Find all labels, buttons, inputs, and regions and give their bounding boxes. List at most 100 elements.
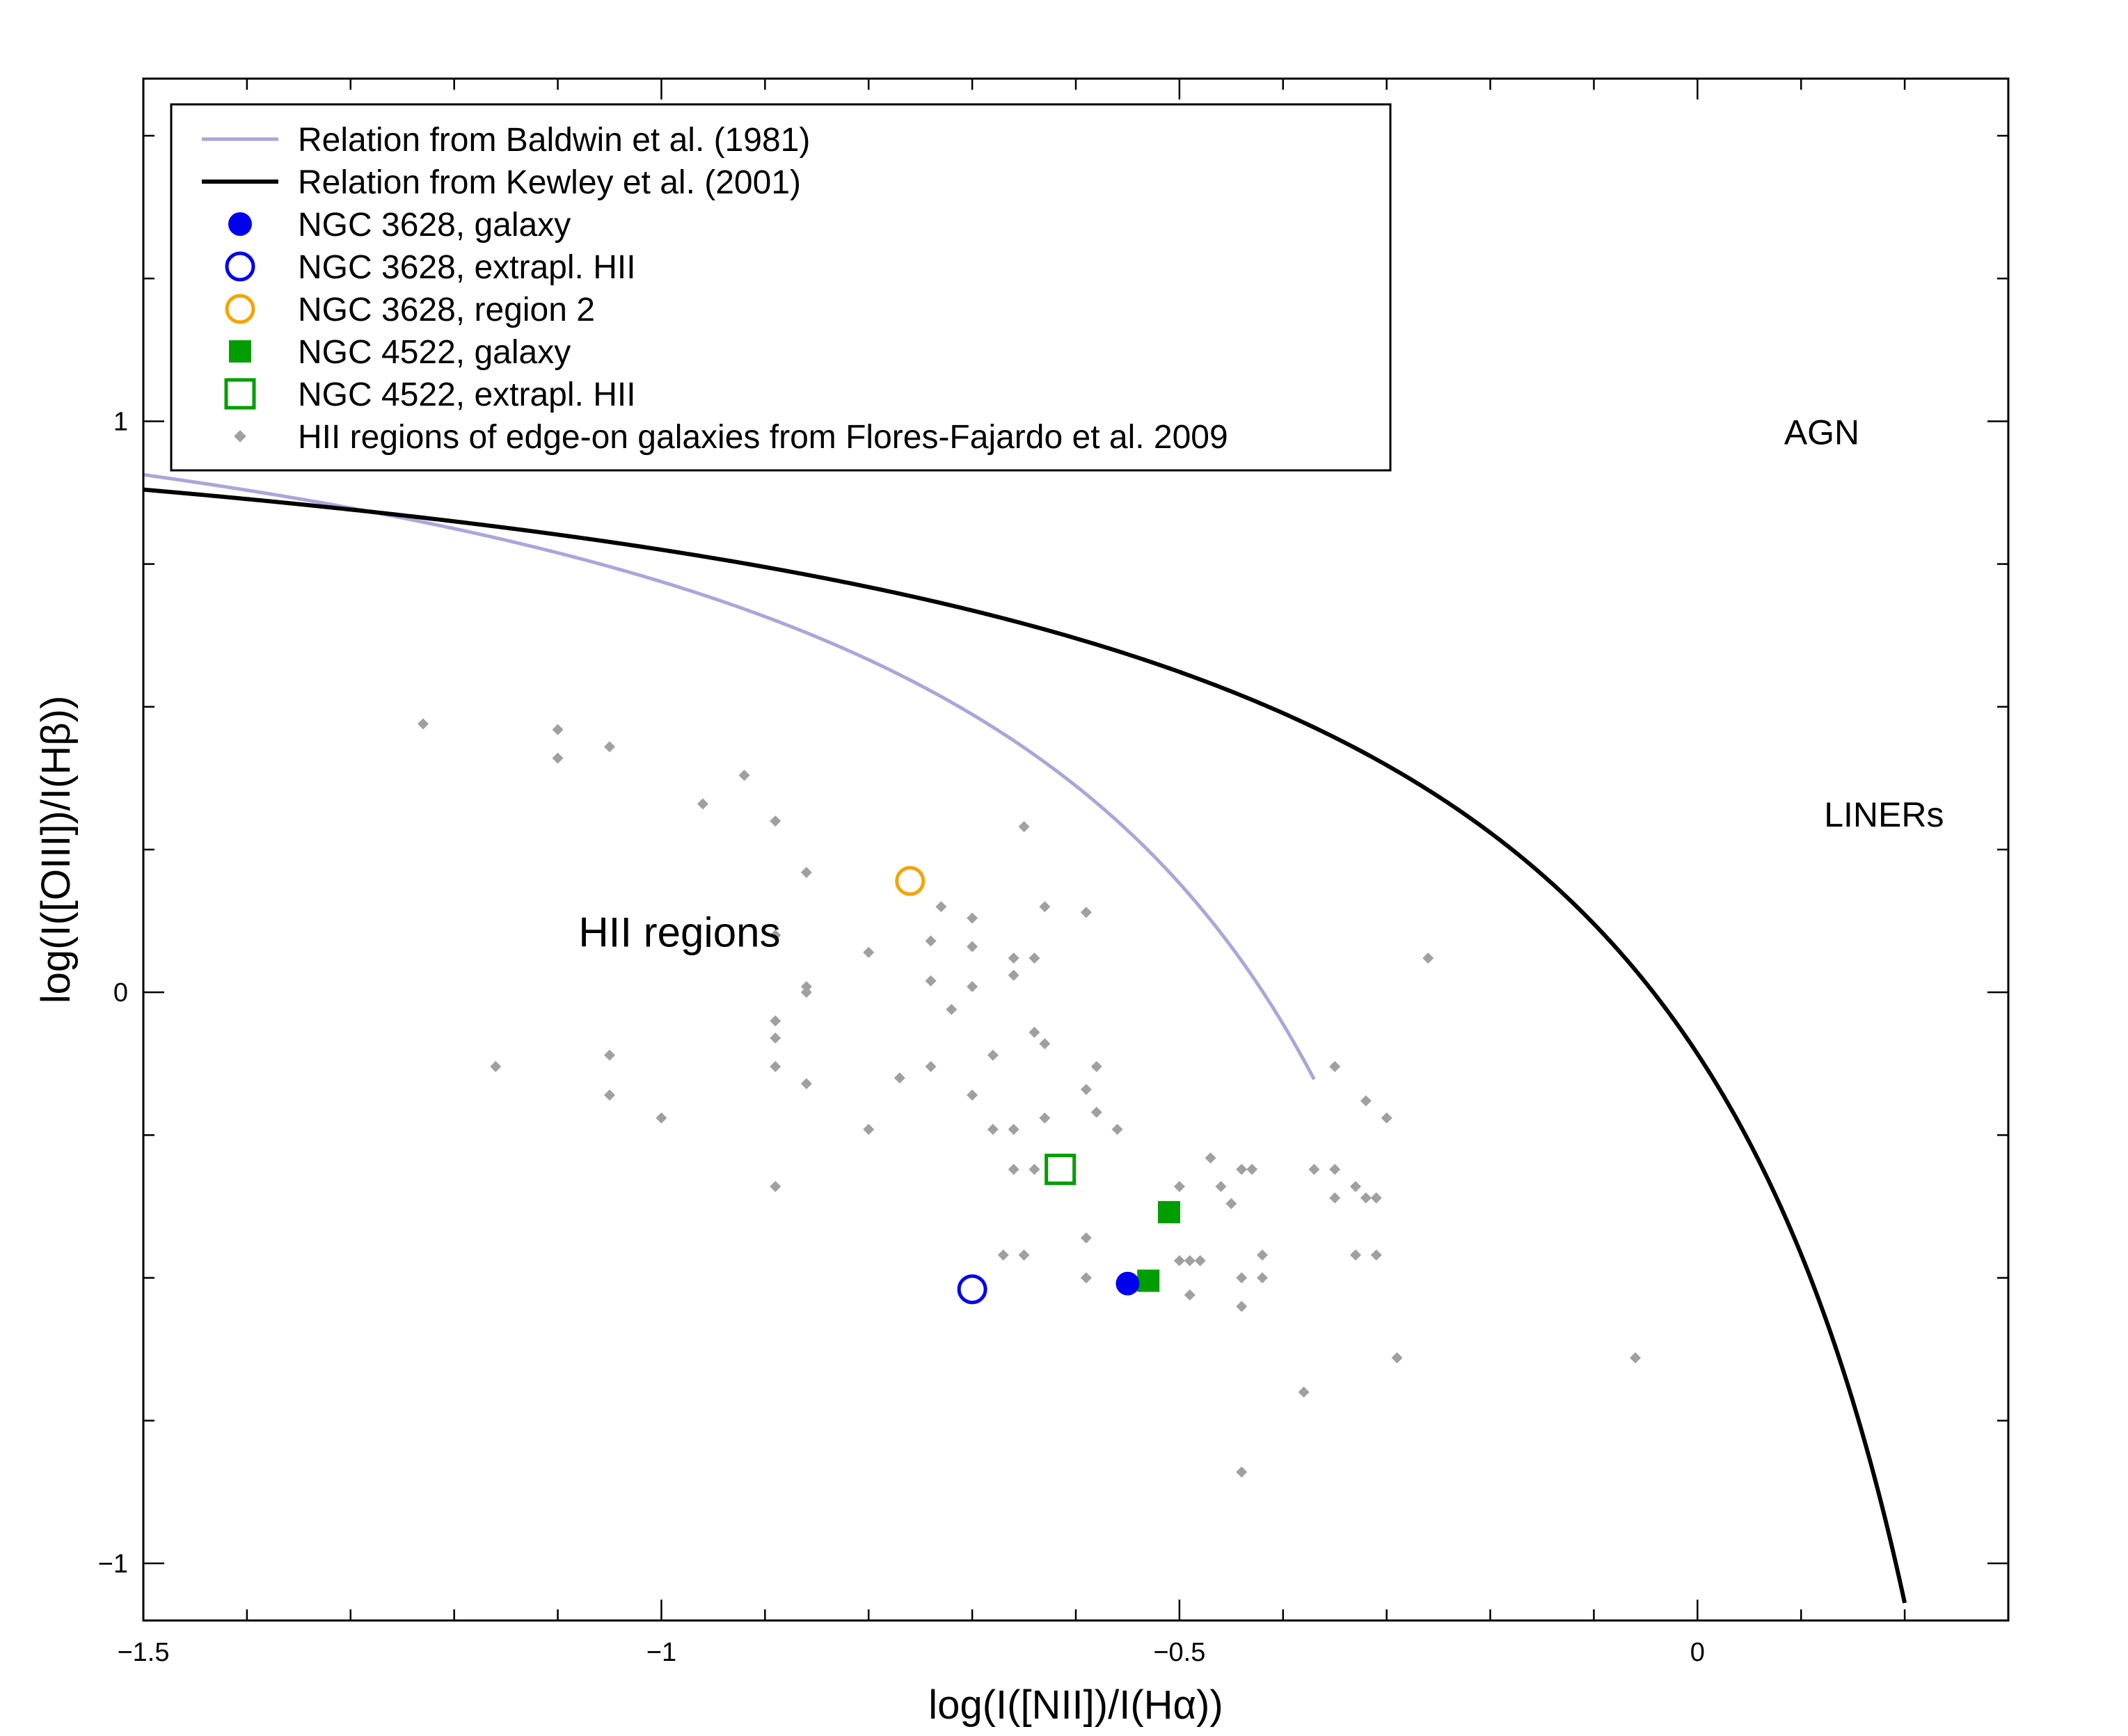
x-tick-label: −1 bbox=[646, 1638, 676, 1667]
hii-region-point bbox=[1080, 1232, 1092, 1244]
legend: Relation from Baldwin et al. (1981) Relat… bbox=[170, 103, 1392, 472]
hii-region-point bbox=[1029, 1026, 1040, 1038]
hii-region-point bbox=[656, 1112, 667, 1124]
hii-region-point bbox=[967, 941, 978, 953]
region-label: AGN bbox=[1784, 413, 1859, 452]
legend-entry-label: Relation from Baldwin et al. (1981) bbox=[298, 122, 810, 159]
hii-region-point bbox=[1029, 1163, 1040, 1175]
hii-region-point bbox=[1630, 1352, 1641, 1364]
hii-region-point bbox=[863, 1124, 875, 1136]
hii-region-point bbox=[800, 980, 812, 992]
legend-marker-swatch bbox=[234, 430, 246, 443]
data-points bbox=[418, 718, 1641, 1478]
hii-region-point bbox=[1350, 1249, 1361, 1261]
legend-marker-swatch bbox=[228, 212, 252, 236]
hii-region-point bbox=[1111, 1124, 1123, 1136]
hii-region-point bbox=[1008, 952, 1019, 964]
hii-region-point bbox=[1381, 1112, 1392, 1124]
hii-region-point bbox=[604, 741, 615, 753]
axis-tick-labels: −1.5 −1 −0.5 0 −1 0 1 bbox=[98, 407, 1705, 1667]
hii-region-point bbox=[1173, 1181, 1185, 1193]
hii-region-point bbox=[1173, 1255, 1185, 1266]
x-tick-label: −0.5 bbox=[1153, 1638, 1205, 1667]
legend-marker-swatch bbox=[224, 378, 256, 410]
hii-region-point bbox=[1422, 952, 1434, 964]
hii-region-point bbox=[946, 1003, 958, 1015]
hii-region-point bbox=[552, 724, 564, 735]
hii-region-point bbox=[800, 1078, 812, 1090]
hii-region-point bbox=[1039, 1112, 1051, 1124]
hii-region-point bbox=[1080, 1272, 1092, 1284]
hii-region-point bbox=[604, 1089, 615, 1101]
y-tick-label: 0 bbox=[113, 978, 128, 1008]
hii-region-point bbox=[800, 987, 812, 998]
hii-region-point bbox=[1225, 1197, 1237, 1209]
hii-region-point bbox=[987, 1049, 999, 1061]
galaxy-point bbox=[1115, 1271, 1140, 1296]
hii-region-point bbox=[1039, 1038, 1051, 1050]
hii-region-point bbox=[418, 718, 429, 730]
x-tick-label: 0 bbox=[1690, 1638, 1705, 1667]
hii-region-point bbox=[863, 946, 875, 958]
hii-region-point bbox=[1236, 1272, 1248, 1284]
hii-region-point bbox=[1215, 1181, 1227, 1193]
x-axis-title: log(I([NII])/I(Hα)) bbox=[928, 1682, 1223, 1728]
galaxy-point bbox=[1137, 1269, 1160, 1292]
galaxy-point bbox=[1045, 1154, 1077, 1186]
hii-region-point bbox=[800, 866, 812, 878]
hii-region-point bbox=[770, 1181, 781, 1193]
region-label: LINERs bbox=[1824, 795, 1944, 834]
galaxy-point bbox=[895, 866, 926, 896]
hii-region-point bbox=[738, 770, 750, 781]
hii-region-point bbox=[1257, 1272, 1268, 1284]
hii-region-point bbox=[770, 1060, 781, 1072]
hii-region-point bbox=[1184, 1255, 1196, 1266]
hii-region-point bbox=[967, 912, 978, 924]
legend-entry-label: NGC 3628, region 2 bbox=[298, 292, 595, 328]
hii-region-point bbox=[925, 1060, 937, 1072]
hii-region-point bbox=[1018, 821, 1030, 833]
hii-region-point bbox=[1370, 1192, 1382, 1204]
hii-region-point bbox=[967, 1089, 978, 1101]
hii-region-point bbox=[1298, 1386, 1310, 1398]
legend-entry-label: HII regions of edge-on galaxies from Flo… bbox=[298, 419, 1228, 456]
hii-region-point bbox=[770, 1015, 781, 1027]
hii-region-point bbox=[1008, 969, 1019, 981]
hii-region-point bbox=[770, 1032, 781, 1044]
hii-region-point bbox=[1350, 1181, 1361, 1193]
hii-region-point bbox=[1080, 907, 1092, 918]
region-labels: AGN LINERs HII regions bbox=[578, 413, 1944, 955]
region-label: HII regions bbox=[578, 909, 780, 956]
hii-region-point bbox=[925, 935, 937, 947]
hii-region-point bbox=[1308, 1163, 1320, 1175]
kewley-curve bbox=[143, 487, 1907, 1604]
galaxy-point bbox=[957, 1274, 987, 1305]
hii-region-point bbox=[1205, 1152, 1216, 1164]
axis-ticks bbox=[142, 79, 2010, 1620]
legend-entry-label: NGC 3628, extrapl. HII bbox=[298, 249, 636, 286]
legend-entry-label: NGC 3628, galaxy bbox=[298, 207, 571, 244]
hii-region-point bbox=[604, 1049, 615, 1061]
hii-region-point bbox=[1008, 1124, 1019, 1136]
y-tick-label: 1 bbox=[113, 407, 128, 436]
legend-marker-swatch bbox=[225, 251, 255, 282]
hii-region-point bbox=[697, 798, 708, 810]
legend-entry-label: NGC 4522, extrapl. HII bbox=[298, 376, 636, 413]
hii-region-point bbox=[967, 980, 978, 992]
hii-region-point bbox=[1194, 1255, 1206, 1266]
legend-box bbox=[170, 103, 1392, 472]
hii-region-point bbox=[1090, 1060, 1102, 1072]
hii-region-point bbox=[1018, 1249, 1030, 1261]
hii-region-point bbox=[935, 901, 947, 913]
legend-marker-swatch bbox=[225, 294, 255, 324]
hii-region-point bbox=[1257, 1249, 1268, 1261]
hii-region-point bbox=[490, 1060, 502, 1072]
hii-region-point bbox=[552, 752, 564, 764]
hii-region-point bbox=[770, 930, 781, 941]
baldwin-curve bbox=[143, 472, 1316, 1081]
legend-entry-label: Relation from Kewley et al. (2001) bbox=[298, 164, 801, 201]
hii-region-point bbox=[1329, 1192, 1341, 1204]
hii-region-point bbox=[1039, 901, 1051, 913]
relation-curves bbox=[143, 472, 1907, 1604]
hii-region-point bbox=[1184, 1289, 1196, 1301]
